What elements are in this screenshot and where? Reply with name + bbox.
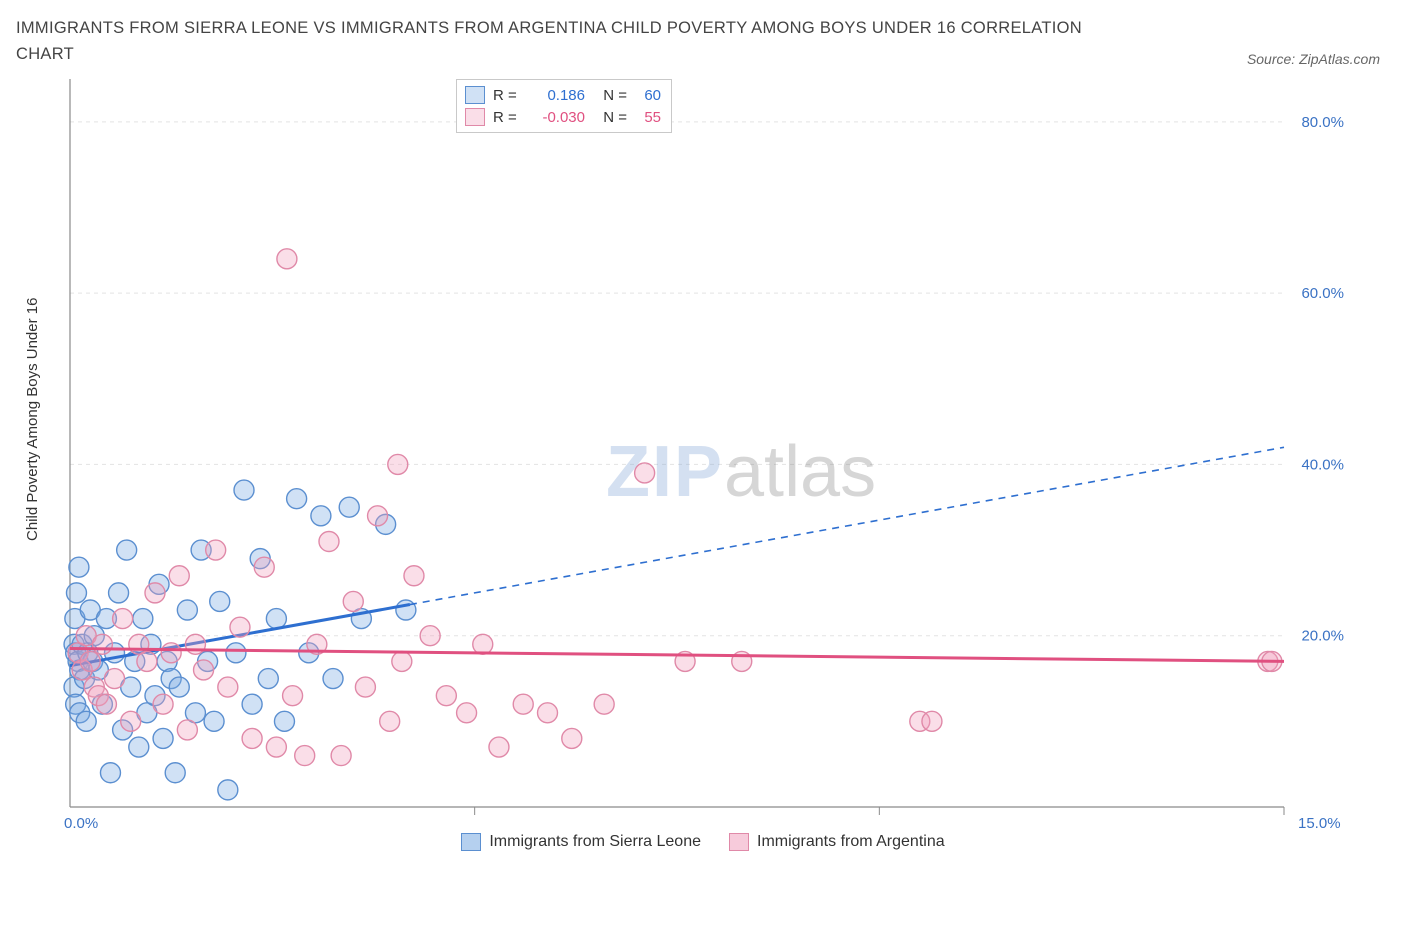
svg-text:20.0%: 20.0% <box>1301 628 1344 645</box>
y-axis-label: Child Poverty Among Boys Under 16 <box>24 298 41 541</box>
svg-text:60.0%: 60.0% <box>1301 285 1344 302</box>
legend-label: Immigrants from Sierra Leone <box>489 833 701 851</box>
legend-item: Immigrants from Sierra Leone <box>461 833 701 851</box>
x-axis-max-label: 15.0% <box>1298 815 1341 832</box>
legend-row: R =0.186N =60 <box>465 84 661 106</box>
legend-swatch <box>465 86 485 104</box>
legend-swatch <box>461 833 481 851</box>
correlation-legend: R =0.186N =60R =-0.030N =55 <box>456 79 672 133</box>
chart-title: IMMIGRANTS FROM SIERRA LEONE VS IMMIGRAN… <box>16 16 1136 67</box>
legend-swatch <box>465 108 485 126</box>
chart-container: 20.0%40.0%60.0%80.0% ZIPatlas R =0.186N … <box>16 71 1390 831</box>
legend-swatch <box>729 833 749 851</box>
source-label: Source: ZipAtlas.com <box>1247 51 1390 67</box>
x-axis-min-label: 0.0% <box>64 815 98 832</box>
scatter-chart: 20.0% 40.0% 60.0% 80.0% <box>16 71 1346 831</box>
svg-text:80.0%: 80.0% <box>1301 114 1344 131</box>
legend-row: R =-0.030N =55 <box>465 106 661 128</box>
series-legend: Immigrants from Sierra Leone Immigrants f… <box>16 833 1390 851</box>
legend-label: Immigrants from Argentina <box>757 833 945 851</box>
legend-item: Immigrants from Argentina <box>729 833 945 851</box>
svg-text:40.0%: 40.0% <box>1301 457 1344 474</box>
